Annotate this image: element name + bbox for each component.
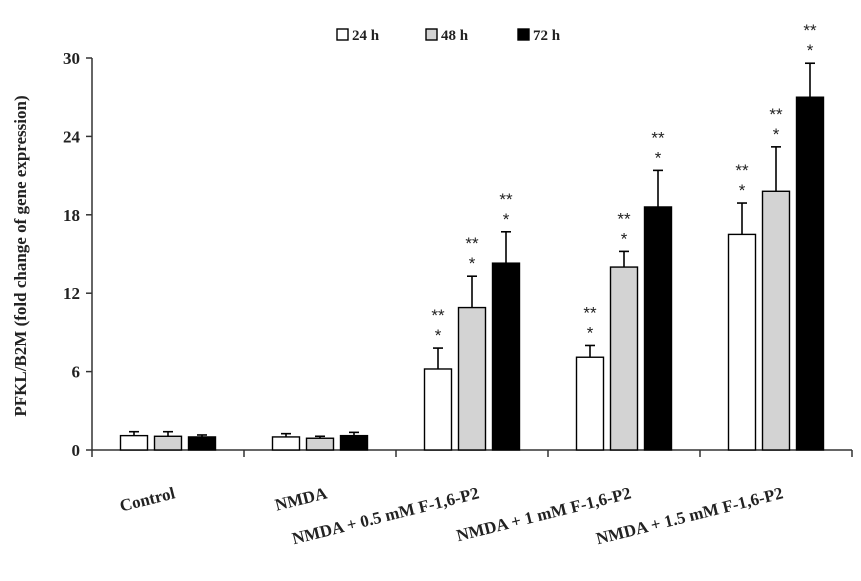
y-tick-label: 0: [72, 441, 81, 460]
bar: [491, 262, 521, 451]
bar: [727, 233, 757, 451]
significance-marker: *: [807, 41, 814, 60]
legend-swatch: [336, 28, 349, 41]
bar: [271, 436, 301, 451]
y-tick-label: 18: [63, 206, 80, 225]
y-tick-label: 30: [63, 49, 80, 68]
significance-marker: *: [739, 181, 746, 200]
legend-label: 72 h: [533, 28, 561, 44]
bar: [575, 356, 605, 451]
legend-swatch: [517, 28, 530, 41]
bar: [153, 435, 183, 451]
significance-marker: *: [655, 148, 662, 167]
bar: [119, 434, 149, 451]
y-tick-label: 12: [63, 284, 80, 303]
x-category-label: NMDA: [273, 483, 330, 514]
x-category-label: Control: [118, 483, 178, 515]
y-tick-label: 24: [63, 127, 81, 146]
significance-marker: *: [469, 254, 476, 273]
significance-marker: **: [465, 234, 479, 253]
significance-marker: *: [435, 326, 442, 345]
y-axis-label: PFKL/B2M (fold change of gene expression…: [11, 95, 30, 416]
legend: 24 h 48 h 72 h: [336, 28, 561, 44]
legend-label: 24 h: [352, 28, 380, 44]
bar: [609, 266, 639, 451]
significance-marker: **: [651, 128, 665, 147]
significance-marker: **: [735, 161, 749, 180]
bar: [761, 190, 791, 451]
significance-marker: *: [773, 125, 780, 144]
significance-marker: *: [621, 229, 628, 248]
bar: [305, 437, 335, 451]
bar: [423, 368, 453, 451]
bar: [643, 206, 673, 451]
significance-marker: **: [583, 303, 597, 322]
legend-label: 48 h: [441, 28, 469, 44]
significance-marker: **: [769, 105, 783, 124]
bar: [795, 96, 825, 451]
bars-layer: ************ ***************: [119, 21, 825, 451]
legend-swatch: [425, 28, 438, 41]
y-tick-label: 6: [72, 363, 81, 382]
significance-marker: **: [617, 209, 631, 228]
significance-marker: *: [503, 210, 510, 229]
significance-marker: **: [803, 21, 817, 40]
bar: [187, 436, 217, 451]
bar: [457, 306, 487, 451]
bar: [339, 434, 369, 451]
significance-marker: **: [499, 190, 513, 209]
y-axis: 0 6 12 18 24 30: [63, 49, 93, 460]
significance-marker: **: [431, 306, 445, 325]
significance-marker: *: [587, 323, 594, 342]
